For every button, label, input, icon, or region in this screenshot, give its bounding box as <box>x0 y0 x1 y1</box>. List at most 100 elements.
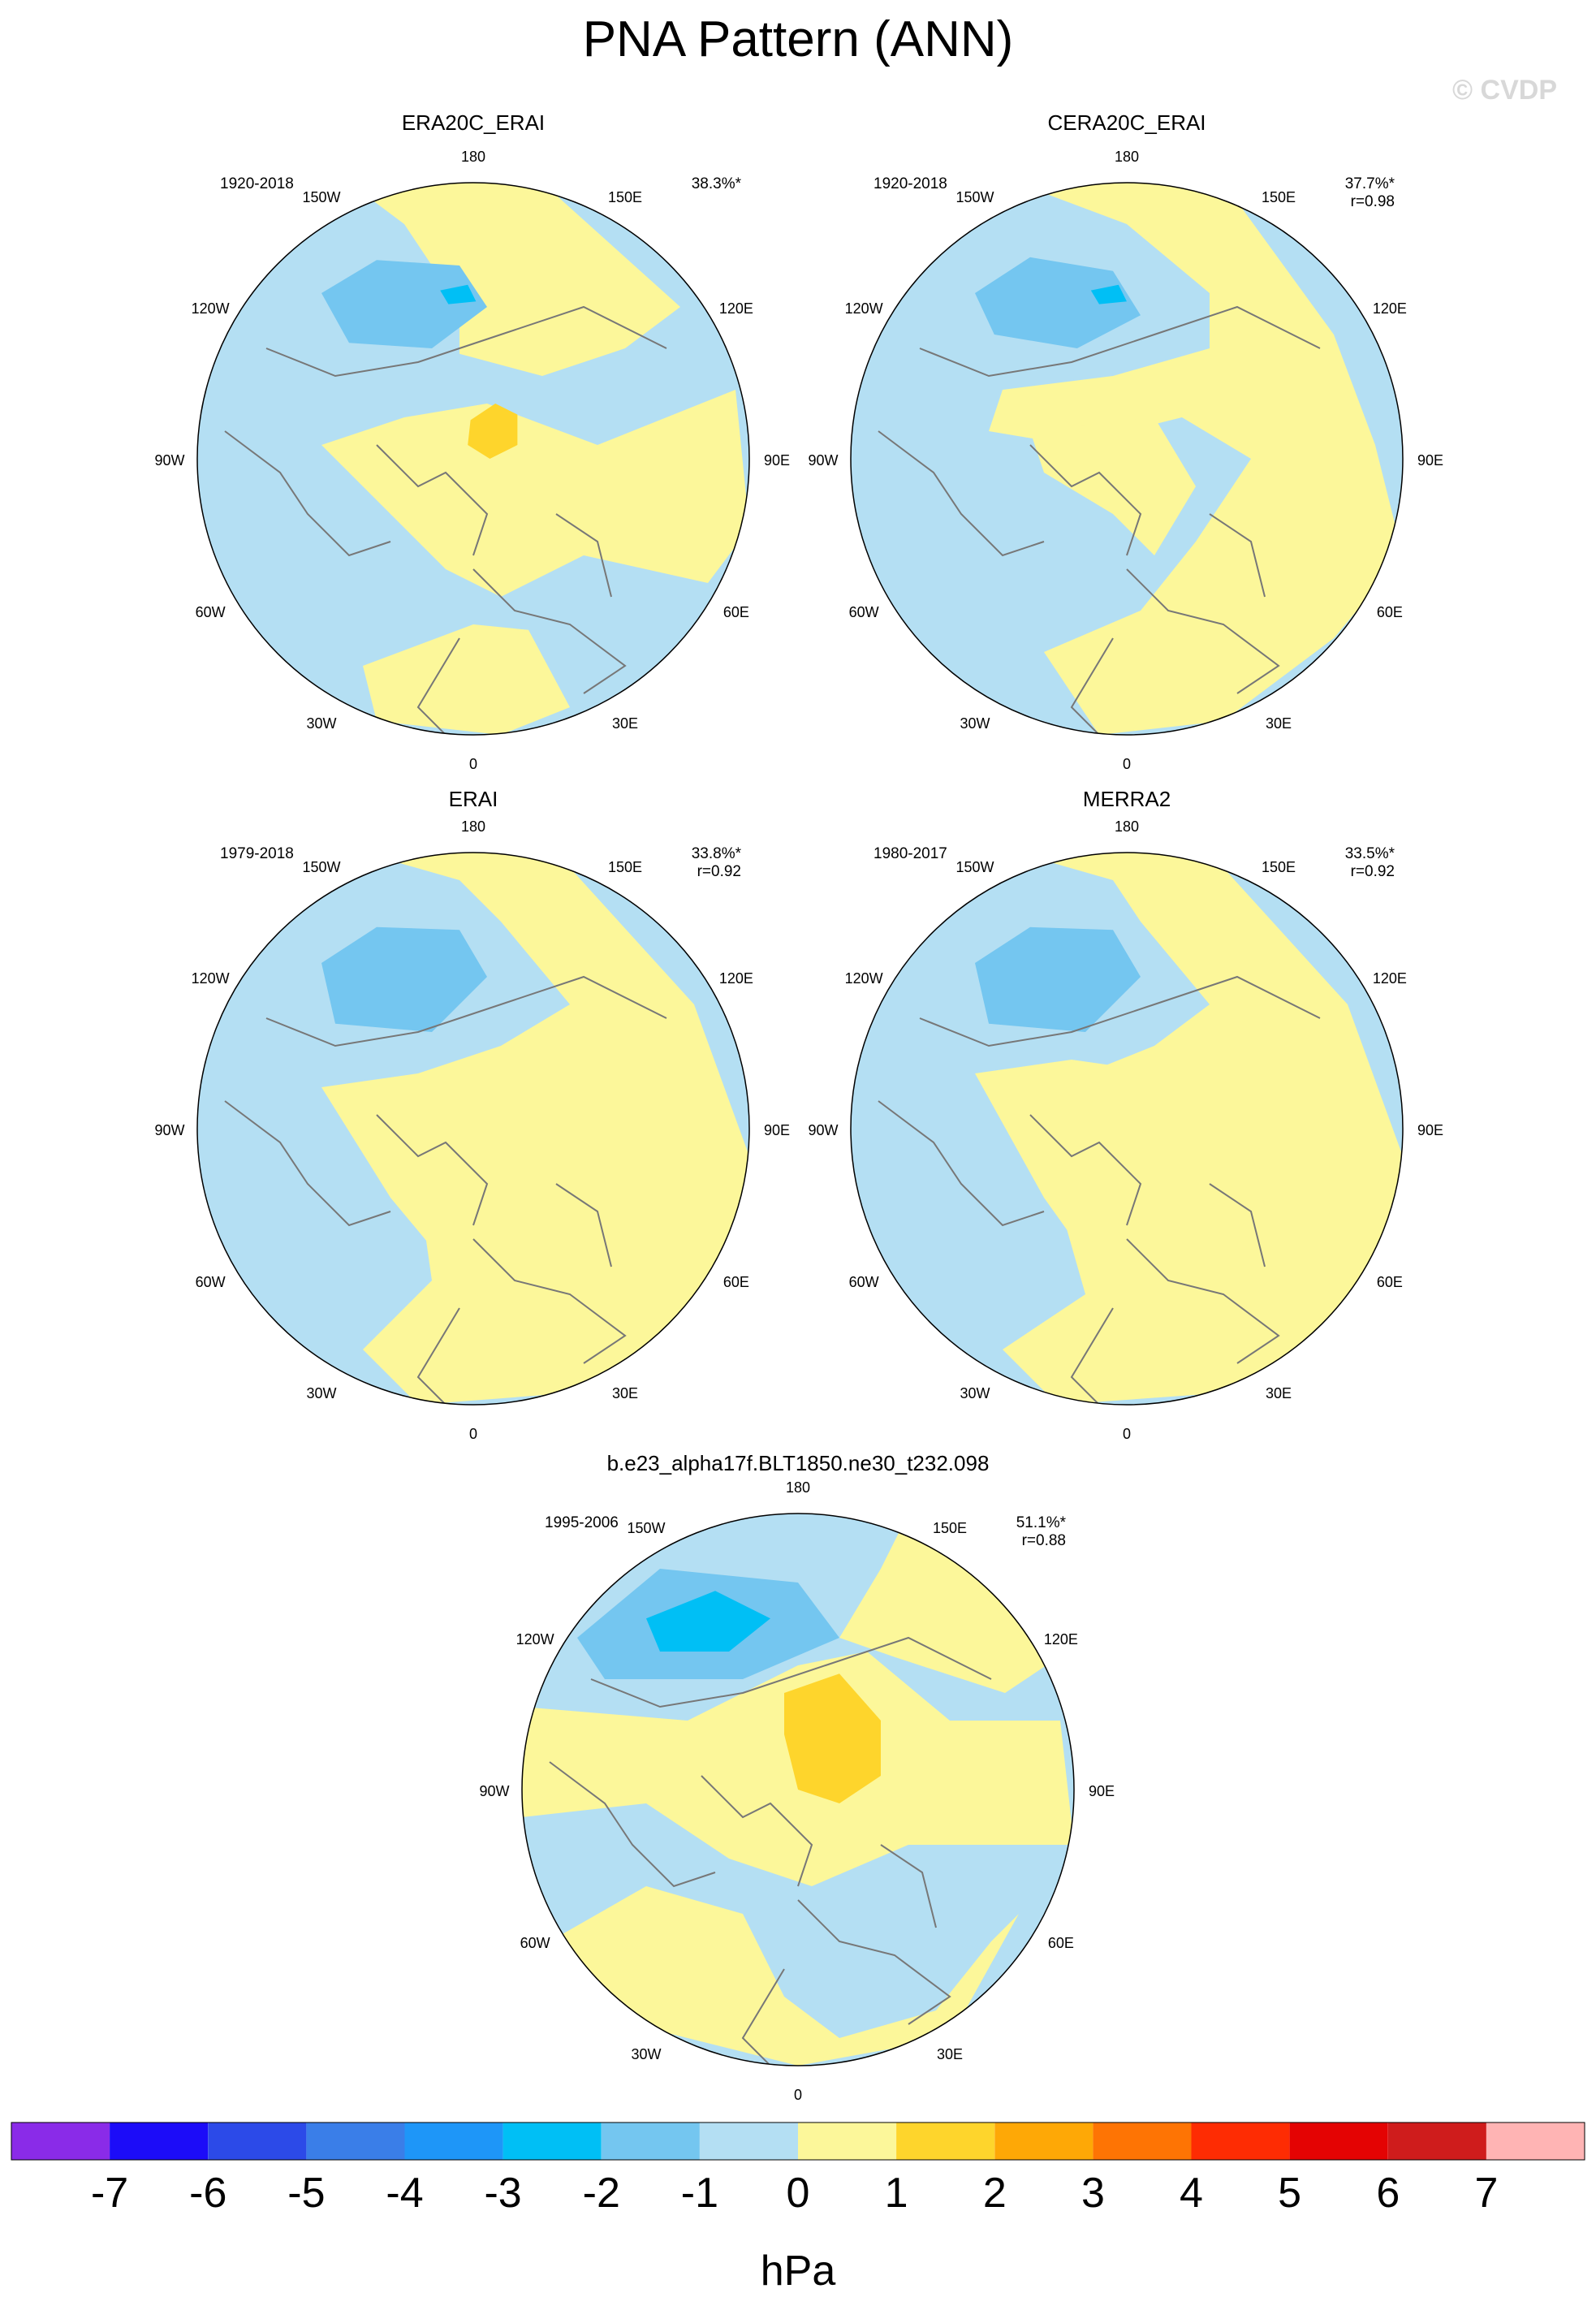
map-panel: ERA20C_ERAI 180 150E 120E 90E 60E 30E 0 30W 60W 90… <box>154 110 790 772</box>
coastline <box>1070 1307 1114 1405</box>
colorbar-swatch <box>110 2122 209 2160</box>
longitude-label: 30W <box>306 1385 336 1401</box>
longitude-label: 90E <box>1089 1783 1115 1799</box>
longitude-label: 30E <box>612 1385 638 1401</box>
colorbar-tick-label: -5 <box>287 2170 325 2217</box>
longitude-label: 150W <box>955 859 994 875</box>
longitude-label: 60W <box>196 604 226 620</box>
colorbar-tick-label: -1 <box>681 2170 718 2217</box>
negative-anomaly-core <box>975 257 1141 348</box>
colorbar-swatch <box>1093 2122 1192 2160</box>
map-panel: MERRA2 180 150E 120E 90E 60E 30E 0 30W 60W 90W 120W… <box>808 787 1443 1442</box>
coastline <box>701 1775 813 1887</box>
coastline <box>1126 568 1280 694</box>
coastline <box>1209 1183 1266 1267</box>
negative-anomaly-peak <box>1090 284 1127 304</box>
longitude-label: 30W <box>631 2046 661 2062</box>
colorbar-swatch <box>896 2122 995 2160</box>
positive-anomaly-region <box>363 624 570 735</box>
figure-title: PNA Pattern (ANN) <box>582 11 1014 67</box>
coastline <box>376 444 489 556</box>
longitude-label: 120W <box>516 1631 554 1647</box>
negative-anomaly-peak <box>440 284 477 304</box>
variance-label: 33.8%* <box>692 845 742 862</box>
negative-anomaly-core <box>975 926 1141 1032</box>
map-border <box>196 852 750 1406</box>
positive-anomaly-region <box>989 183 1403 735</box>
longitude-label: 120E <box>1373 300 1407 317</box>
longitude-label: 90W <box>479 1783 509 1799</box>
longitude-label: 90E <box>1417 1122 1443 1138</box>
coastline <box>1070 637 1114 735</box>
copyright-label: © CVDP <box>1452 75 1557 106</box>
positive-anomaly-region <box>550 1886 1019 2066</box>
coastline <box>224 430 391 557</box>
map-panel: CERA20C_ERAI 180 150E 120E 90E 60E 30E 0 30W 60W 9… <box>808 110 1443 772</box>
colorbar-swatch <box>404 2122 503 2160</box>
positive-anomaly-region <box>321 390 749 597</box>
longitude-label: 60W <box>849 1274 879 1290</box>
period-label: 1979-2018 <box>220 845 294 862</box>
longitude-label: 90W <box>154 452 184 469</box>
longitude-label: 180 <box>461 149 485 165</box>
longitude-label: 60W <box>849 604 879 620</box>
colorbar-tick-label: 0 <box>787 2170 810 2217</box>
coastline <box>265 305 667 378</box>
panel-title: b.e23_alpha17f.BLT1850.ne30_t232.098 <box>607 1451 990 1475</box>
coastline <box>555 513 612 598</box>
longitude-label: 180 <box>786 1479 810 1496</box>
coastline <box>1126 1238 1280 1364</box>
longitude-label: 0 <box>794 2087 802 2103</box>
longitude-label: 180 <box>461 818 485 835</box>
colorbar-tick-label: 4 <box>1180 2170 1203 2217</box>
longitude-label: 60W <box>520 1935 550 1951</box>
coastline <box>1209 513 1266 598</box>
longitude-label: 30W <box>960 1385 990 1401</box>
correlation-label: r=0.92 <box>1351 863 1395 880</box>
coastline <box>878 1100 1045 1227</box>
colorbar-tick-label: 3 <box>1081 2170 1105 2217</box>
longitude-label: 30E <box>1266 1385 1292 1401</box>
colorbar: -7 -6 -5 -4 -3 -2 -1 0 1 2 3 4 5 6 7 hPa <box>11 2122 1585 2295</box>
longitude-label: 120E <box>719 970 753 987</box>
panel-title: ERA20C_ERAI <box>402 110 545 135</box>
coastline <box>919 305 1321 378</box>
map-panel: ERAI 180 150E 120E 90E 60E 30E 0 30W 60W 90W 120W 15… <box>154 787 790 1442</box>
coastline <box>880 1844 937 1928</box>
longitude-label: 150W <box>955 189 994 205</box>
positive-anomaly-region <box>321 1060 625 1349</box>
colorbar-tick-label: -3 <box>484 2170 521 2217</box>
longitude-label: 30E <box>612 715 638 732</box>
period-label: 1980-2017 <box>873 845 947 862</box>
positive-anomaly-core <box>784 1673 881 1803</box>
longitude-label: 180 <box>1115 149 1139 165</box>
colorbar-swatch <box>798 2122 897 2160</box>
longitude-label: 150E <box>608 189 642 205</box>
map-border <box>521 1513 1075 2066</box>
longitude-label: 60E <box>1377 1274 1403 1290</box>
longitude-label: 120W <box>192 300 230 317</box>
panel-title: MERRA2 <box>1083 787 1171 811</box>
colorbar-swatch <box>601 2122 700 2160</box>
coastline <box>878 430 1045 557</box>
colorbar-swatch <box>208 2122 307 2160</box>
colorbar-frame <box>11 2122 1585 2161</box>
longitude-label: 0 <box>469 756 477 772</box>
longitude-label: 60E <box>1048 1935 1074 1951</box>
colorbar-swatch <box>1191 2122 1290 2160</box>
longitude-label: 90W <box>808 1122 838 1138</box>
longitude-label: 90W <box>808 452 838 469</box>
longitude-label: 150W <box>627 1520 665 1536</box>
map-border <box>850 182 1404 736</box>
correlation-label: r=0.92 <box>697 863 741 880</box>
variance-label: 51.1%* <box>1016 1514 1067 1531</box>
longitude-label: 150W <box>302 859 340 875</box>
map-border <box>850 852 1404 1406</box>
colorbar-tick-label: 5 <box>1278 2170 1301 2217</box>
colorbar-tick-label: -2 <box>583 2170 620 2217</box>
positive-anomaly-region <box>349 183 680 376</box>
colorbar-tick-label: 7 <box>1474 2170 1498 2217</box>
longitude-label: 120W <box>845 300 883 317</box>
longitude-label: 90E <box>764 452 790 469</box>
period-label: 1920-2018 <box>220 175 294 192</box>
